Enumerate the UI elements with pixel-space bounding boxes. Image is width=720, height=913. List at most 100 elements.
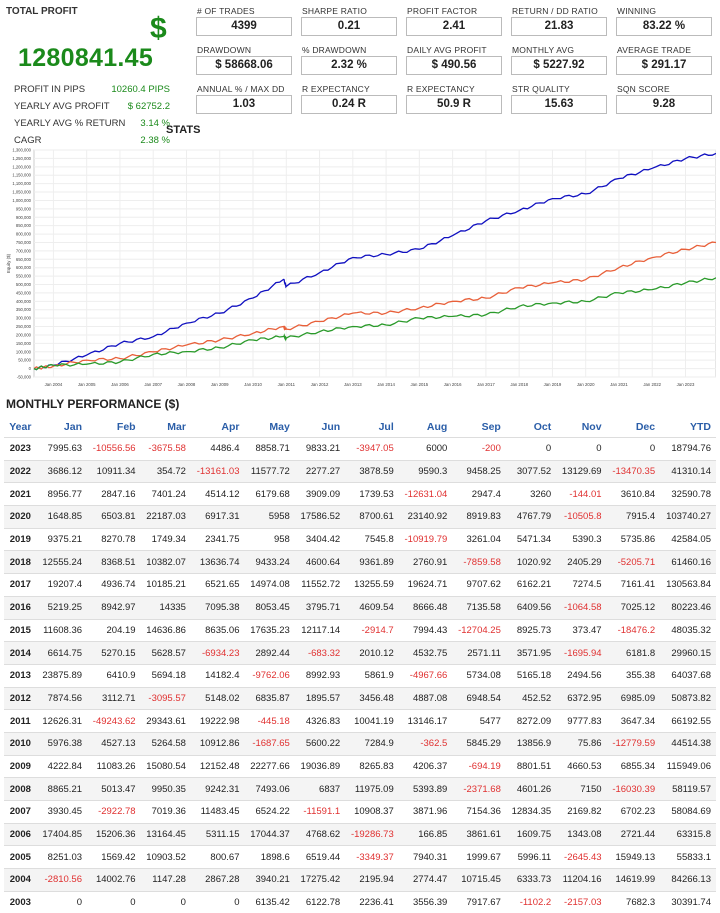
y-tick-label: 750,000 bbox=[16, 240, 32, 245]
table-cell: -6934.23 bbox=[190, 641, 245, 665]
table-cell: 4609.54 bbox=[345, 595, 399, 619]
year-cell: 2009 bbox=[4, 754, 37, 778]
table-row: 2003 0 0 0 0 6135.42 6122.78 2236.41 3556.39 7917… bbox=[4, 890, 716, 913]
table-cell: 2760.91 bbox=[398, 550, 453, 574]
table-cell: 7284.9 bbox=[345, 731, 399, 756]
y-tick-label: 800,000 bbox=[16, 232, 32, 237]
table-cell: -3947.05 bbox=[345, 437, 399, 461]
table-cell: 9950.35 bbox=[140, 777, 191, 801]
table-cell: -2914.7 bbox=[345, 618, 399, 642]
metric-value: 2.41 bbox=[406, 17, 502, 36]
table-cell: 64037.68 bbox=[660, 663, 716, 688]
table-cell: 1999.67 bbox=[452, 845, 506, 869]
table-cell: 800.67 bbox=[190, 845, 245, 869]
table-cell: -5205.71 bbox=[606, 550, 661, 574]
table-cell: 7874.56 bbox=[36, 686, 88, 710]
y-tick-label: 850,000 bbox=[16, 223, 32, 228]
table-cell: 2169.82 bbox=[556, 800, 607, 824]
table-cell: 0 bbox=[140, 890, 191, 913]
table-cell: 3404.42 bbox=[294, 527, 346, 551]
table-cell: 7019.36 bbox=[140, 800, 191, 824]
table-cell: 3556.39 bbox=[398, 890, 453, 913]
x-tick-label: Jan 2021 bbox=[610, 382, 628, 387]
metric-value: $ 5227.92 bbox=[511, 56, 607, 75]
summary-row: YEARLY AVG % RETURN 3.14 % bbox=[14, 118, 170, 129]
table-cell: 19036.89 bbox=[294, 754, 346, 778]
metric-value: 83.22 % bbox=[616, 17, 712, 36]
table-cell: 5958 bbox=[244, 505, 295, 529]
summary-row: YEARLY AVG PROFIT $ 62752.2 bbox=[14, 101, 170, 112]
year-cell: 2015 bbox=[4, 618, 37, 642]
table-cell: 30391.74 bbox=[660, 890, 716, 913]
table-cell: 7493.06 bbox=[244, 777, 295, 801]
table-cell: 1749.34 bbox=[140, 527, 191, 551]
table-cell: 6837 bbox=[294, 777, 346, 801]
y-tick-label: 1,250,000 bbox=[12, 156, 31, 161]
table-cell: 66192.55 bbox=[660, 709, 716, 733]
table-cell: 130563.84 bbox=[660, 573, 716, 597]
summary-label: YEARLY AVG % RETURN bbox=[14, 118, 126, 129]
table-cell: 6135.42 bbox=[244, 890, 295, 913]
x-tick-label: Jan 2023 bbox=[677, 382, 695, 387]
table-cell: 11975.09 bbox=[345, 777, 399, 801]
table-cell: 7917.67 bbox=[452, 890, 506, 913]
table-cell: 3456.48 bbox=[345, 686, 399, 710]
table-row: 2022 3686.12 10911.34 354.72 -13161.03 11577.… bbox=[4, 459, 716, 483]
metric-value: 50.9 R bbox=[406, 95, 502, 114]
y-tick-label: 900,000 bbox=[16, 215, 32, 220]
monthly-performance-title: MONTHLY PERFORMANCE ($) bbox=[6, 397, 180, 411]
table-cell: 9458.25 bbox=[452, 459, 506, 483]
table-row: 2023 7995.63 -10556.56 -3675.58 4486.4 8858.7… bbox=[4, 437, 716, 461]
table-cell: 41310.14 bbox=[660, 459, 716, 483]
table-cell: 10715.45 bbox=[452, 868, 506, 892]
y-tick-label: 1,200,000 bbox=[12, 164, 31, 169]
table-row: 2011 12626.31 -49243.62 29343.61 19222.98 -44… bbox=[4, 709, 716, 733]
table-cell: 23875.89 bbox=[36, 663, 88, 688]
metric-label: DRAWDOWN bbox=[197, 45, 252, 55]
table-cell: 0 bbox=[556, 437, 607, 461]
x-tick-label: Jan 2013 bbox=[344, 382, 362, 387]
table-cell: -12704.25 bbox=[452, 618, 506, 642]
stats-title: STATS bbox=[166, 124, 201, 136]
y-tick-label: 350,000 bbox=[16, 307, 32, 312]
table-cell: 80223.46 bbox=[660, 595, 716, 619]
table-cell: -13470.35 bbox=[606, 459, 661, 483]
metric-label: SHARPE RATIO bbox=[302, 6, 368, 16]
table-cell: 3260 bbox=[505, 482, 557, 506]
total-profit-label: TOTAL PROFIT bbox=[6, 6, 78, 17]
table-cell: -7859.58 bbox=[452, 550, 506, 574]
column-header: Nov bbox=[581, 421, 602, 433]
year-cell: 2005 bbox=[4, 845, 37, 869]
table-cell: 4887.08 bbox=[398, 686, 453, 710]
table-cell: 3610.84 bbox=[606, 482, 661, 506]
y-tick-label: 100,000 bbox=[16, 349, 32, 354]
table-cell: -3675.58 bbox=[140, 437, 191, 461]
table-cell: 5600.22 bbox=[294, 731, 346, 756]
table-cell: 355.38 bbox=[606, 663, 661, 688]
table-cell: 8919.83 bbox=[452, 505, 506, 529]
table-cell: 2494.56 bbox=[556, 663, 607, 688]
table-cell: 10382.07 bbox=[140, 550, 191, 574]
y-tick-label: 500,000 bbox=[16, 282, 32, 287]
table-cell: 4527.13 bbox=[87, 731, 141, 756]
table-row: 2004 -2810.56 14002.76 1147.28 2867.28 3940.2… bbox=[4, 868, 716, 892]
table-cell: 8700.61 bbox=[345, 505, 399, 529]
table-cell: 6409.56 bbox=[505, 595, 557, 619]
column-header: May bbox=[269, 421, 290, 433]
year-cell: 2004 bbox=[4, 868, 37, 892]
table-cell: 2277.27 bbox=[294, 459, 346, 483]
table-cell: 19222.98 bbox=[190, 709, 245, 733]
year-cell: 2006 bbox=[4, 822, 37, 846]
table-row: 2006 17404.85 15206.36 13164.45 5311.15 17044… bbox=[4, 822, 716, 846]
x-tick-label: Jan 2014 bbox=[377, 382, 395, 387]
y-tick-label: 50,000 bbox=[18, 358, 31, 363]
table-cell: -10556.56 bbox=[87, 437, 141, 461]
x-tick-label: Jan 2017 bbox=[477, 382, 495, 387]
table-cell: 11204.16 bbox=[556, 868, 607, 892]
metric-card: % DRAWDOWN 2.32 % bbox=[301, 45, 397, 85]
table-cell: 14002.76 bbox=[87, 868, 141, 892]
metric-label: PROFIT FACTOR bbox=[407, 6, 478, 16]
column-header: Sep bbox=[481, 421, 501, 433]
table-cell: -2922.78 bbox=[87, 800, 141, 824]
table-cell: 9707.62 bbox=[452, 573, 506, 597]
